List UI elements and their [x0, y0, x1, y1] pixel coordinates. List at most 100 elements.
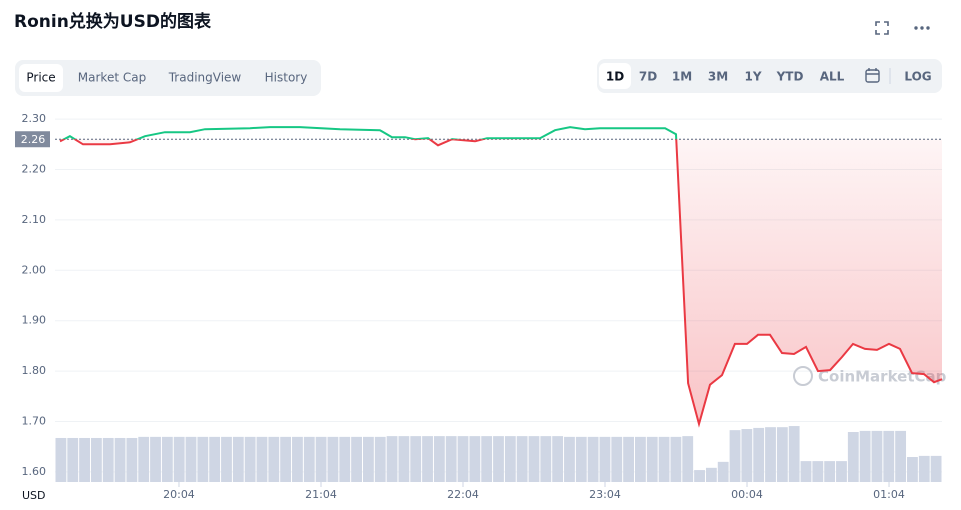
volume-bar [788, 426, 800, 482]
tab-group [15, 60, 321, 96]
volume-bar [705, 467, 717, 482]
volume-bar [907, 457, 918, 482]
volume-bar [398, 436, 410, 482]
volume-bar [765, 427, 776, 482]
more-icon[interactable] [914, 26, 930, 30]
volume-bar [753, 427, 765, 482]
volume-bar [422, 436, 433, 482]
range[interactable]: YTD [776, 70, 804, 84]
volume-bar [386, 436, 398, 482]
volume-bar [185, 436, 197, 482]
volume-bar [315, 436, 327, 482]
volume-bar [457, 436, 469, 482]
volume-bar [812, 461, 824, 482]
calendar-icon[interactable] [865, 68, 880, 83]
volume-bar [528, 436, 540, 482]
volume-bar [469, 436, 481, 482]
volume-bar [114, 437, 126, 482]
y-tick-label: 2.20 [22, 162, 47, 175]
range[interactable]: 7D [639, 70, 657, 84]
range[interactable]: 3M [708, 70, 728, 84]
tab[interactable]: History [265, 71, 308, 85]
range[interactable]: 1Y [744, 70, 761, 84]
volume-bar [776, 427, 788, 482]
y-tick-label: 1.80 [22, 364, 47, 377]
loss-area [59, 139, 942, 424]
volume-bar [599, 436, 611, 482]
x-tick-label: 00:04 [731, 488, 763, 501]
price-line-up [61, 126, 678, 140]
y-tick-label: 1.90 [22, 314, 47, 327]
volume-bar [741, 429, 753, 482]
volume-bar [871, 430, 883, 482]
volume-bar [150, 436, 161, 482]
volume-bar [268, 436, 280, 482]
volume-bar [280, 436, 292, 482]
active-range [599, 63, 631, 89]
volume-bar [564, 436, 575, 482]
tab[interactable]: TradingView [168, 71, 242, 85]
log-label[interactable]: LOG [904, 70, 931, 84]
watermark-logo [793, 366, 813, 386]
volume-bar [197, 436, 209, 482]
volume-bar [611, 436, 623, 482]
y-tick-label: 2.10 [22, 213, 47, 226]
volume-bar [883, 430, 895, 482]
volume-bar [67, 437, 79, 482]
volume-bar [847, 432, 859, 482]
y-tick-label: 2.00 [22, 263, 47, 276]
range[interactable]: 1M [672, 70, 692, 84]
volume-bar [209, 436, 221, 482]
volume-bar [374, 436, 386, 482]
volume-bar [623, 436, 635, 482]
volume-bar [433, 436, 445, 482]
volume-bar [102, 437, 114, 482]
volume-bar [540, 436, 552, 482]
y-tick-label: 2.30 [22, 112, 47, 125]
volume-bar [670, 436, 682, 482]
tab[interactable]: Price [26, 71, 55, 85]
title: Ronin兑换为USD的图表 [14, 11, 212, 32]
volume-bar [481, 436, 493, 482]
fullscreen-icon[interactable] [875, 21, 889, 35]
x-tick-label: 23:04 [589, 488, 621, 501]
volume-bar [918, 455, 930, 482]
volume-bar [256, 436, 268, 482]
x-tick-label: 01:04 [873, 488, 905, 501]
volume-bar [339, 436, 351, 482]
tab[interactable]: Market Cap [78, 71, 146, 85]
volume-bar [138, 436, 150, 482]
volume-bar [635, 436, 646, 482]
y-tick-label: 1.70 [22, 415, 47, 428]
volume-bar [575, 436, 587, 482]
volume-bar [161, 436, 173, 482]
y-axis-label: USD [22, 489, 46, 502]
volume-bar [173, 436, 185, 482]
volume-bar [90, 437, 102, 482]
volume-bar [244, 436, 256, 482]
volume-bar [445, 436, 457, 482]
volume-bar [351, 436, 362, 482]
volume-bar [303, 436, 315, 482]
volume-bar [79, 437, 90, 482]
volume-bar [221, 436, 232, 482]
volume-bar [504, 436, 516, 482]
x-tick-label: 20:04 [163, 488, 195, 501]
volume-bar [362, 436, 374, 482]
volume-bar [292, 436, 303, 482]
active-tab [19, 64, 63, 92]
volume-bar [232, 436, 244, 482]
y-tick-label: 1.60 [22, 465, 47, 478]
range[interactable]: ALL [820, 70, 845, 84]
volume-bar [682, 436, 694, 482]
range[interactable]: 1D [606, 70, 624, 84]
volume-bar [694, 470, 705, 482]
x-tick-label: 22:04 [447, 488, 479, 501]
volume-bar [493, 436, 504, 482]
volume-bar [516, 436, 528, 482]
price-line-down [59, 139, 943, 428]
volume-bar [824, 461, 836, 482]
volume-bar [410, 436, 422, 482]
price-tag-label: 2.26 [21, 133, 46, 146]
